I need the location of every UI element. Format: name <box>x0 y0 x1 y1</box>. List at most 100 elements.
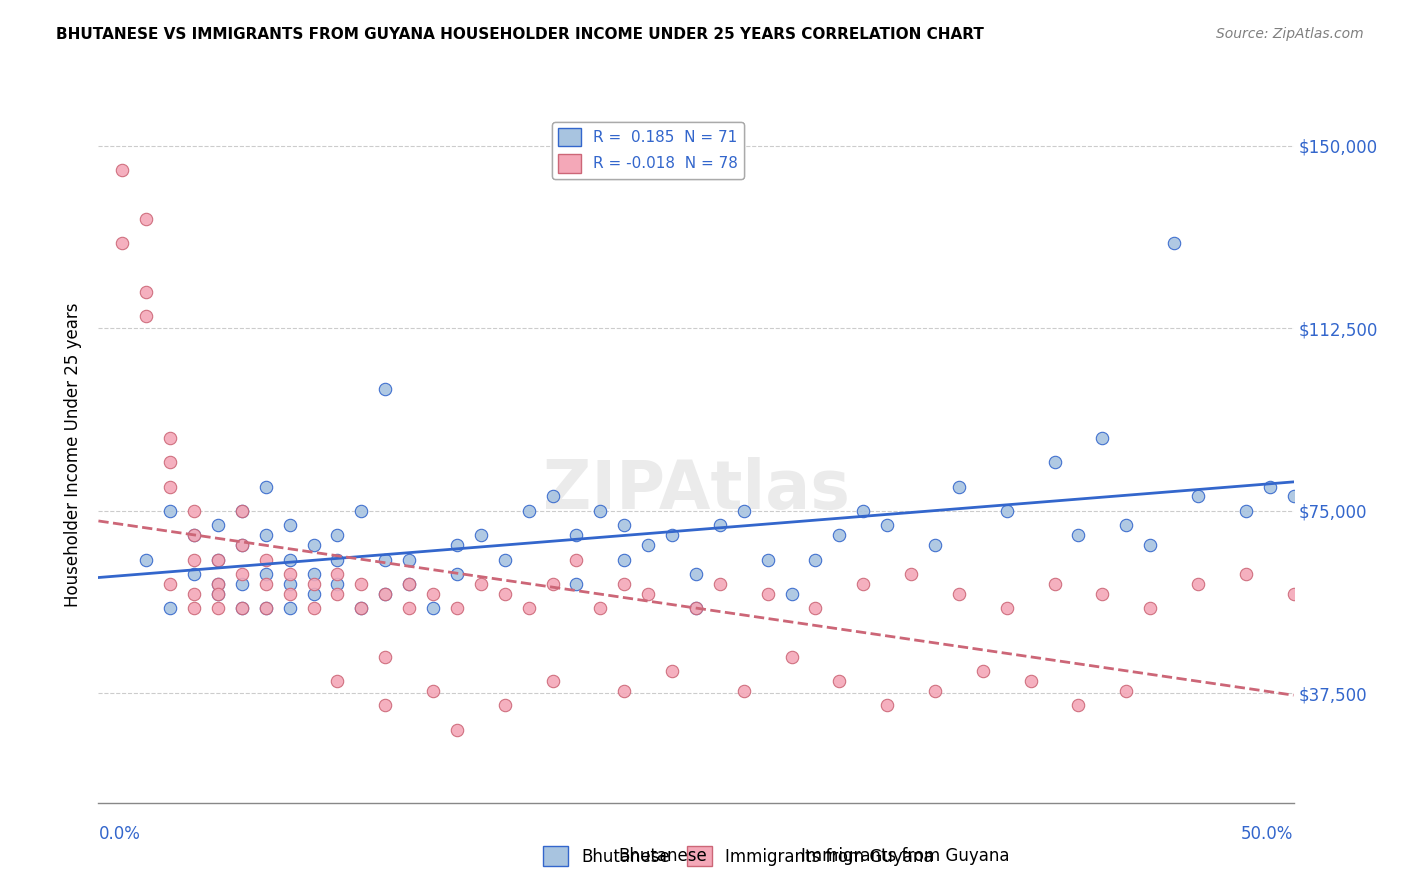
Point <box>231 601 253 615</box>
Point <box>1139 601 1161 615</box>
Point <box>446 567 468 582</box>
Point <box>541 489 564 503</box>
Point <box>637 586 659 600</box>
Point <box>207 552 229 566</box>
Point <box>111 236 134 251</box>
Point <box>876 698 898 713</box>
Point <box>995 504 1018 518</box>
Point <box>183 528 205 542</box>
Point <box>350 504 373 518</box>
Point <box>326 586 349 600</box>
Point <box>541 674 564 689</box>
Point <box>326 528 349 542</box>
Point <box>207 518 229 533</box>
Point <box>470 528 492 542</box>
Text: Source: ZipAtlas.com: Source: ZipAtlas.com <box>1216 27 1364 41</box>
Point <box>1019 674 1042 689</box>
Point <box>470 577 492 591</box>
Point <box>398 577 420 591</box>
Point <box>1139 538 1161 552</box>
Point <box>398 577 420 591</box>
Point <box>302 577 325 591</box>
Point <box>517 601 540 615</box>
Point <box>231 538 253 552</box>
Point <box>231 567 253 582</box>
Point <box>1282 586 1305 600</box>
Point <box>254 567 277 582</box>
Point <box>780 649 803 664</box>
Point <box>254 601 277 615</box>
Point <box>111 163 134 178</box>
Point <box>494 698 516 713</box>
Point <box>159 455 181 469</box>
Text: ZIPAtlas: ZIPAtlas <box>543 457 849 523</box>
Point <box>278 586 301 600</box>
Point <box>494 552 516 566</box>
Point <box>924 538 946 552</box>
Point <box>207 552 229 566</box>
Point <box>207 577 229 591</box>
Point <box>1258 479 1281 493</box>
Point <box>446 601 468 615</box>
Point <box>422 684 444 698</box>
Point <box>446 723 468 737</box>
Point <box>1234 567 1257 582</box>
Point <box>565 528 588 542</box>
Point <box>350 601 373 615</box>
Point <box>135 552 157 566</box>
Point <box>1091 586 1114 600</box>
Point <box>374 698 396 713</box>
Point <box>637 538 659 552</box>
Point <box>159 504 181 518</box>
Point <box>326 674 349 689</box>
Y-axis label: Householder Income Under 25 years: Householder Income Under 25 years <box>65 302 83 607</box>
Point <box>159 431 181 445</box>
Point <box>948 586 970 600</box>
Point <box>183 552 205 566</box>
Point <box>183 504 205 518</box>
Point <box>1234 504 1257 518</box>
Point <box>589 601 612 615</box>
Point <box>231 538 253 552</box>
Point <box>302 567 325 582</box>
Text: 50.0%: 50.0% <box>1241 825 1294 843</box>
Point <box>135 285 157 299</box>
Point <box>1282 489 1305 503</box>
Point <box>494 586 516 600</box>
Point <box>278 577 301 591</box>
Point <box>278 601 301 615</box>
Point <box>685 567 707 582</box>
Point <box>589 504 612 518</box>
Point <box>183 586 205 600</box>
Point <box>374 649 396 664</box>
Point <box>398 552 420 566</box>
Point <box>565 577 588 591</box>
Point <box>924 684 946 698</box>
Point <box>231 504 253 518</box>
Point <box>709 518 731 533</box>
Point <box>995 601 1018 615</box>
Point <box>231 601 253 615</box>
Point <box>278 552 301 566</box>
Point <box>254 528 277 542</box>
Point <box>1115 518 1137 533</box>
Point <box>374 382 396 396</box>
Point <box>852 577 875 591</box>
Point <box>828 674 851 689</box>
Point <box>661 665 683 679</box>
Point <box>1187 489 1209 503</box>
Point <box>326 567 349 582</box>
Point <box>1043 577 1066 591</box>
Point <box>1067 698 1090 713</box>
Point <box>183 528 205 542</box>
Point <box>374 586 396 600</box>
Text: Immigrants from Guyana: Immigrants from Guyana <box>801 847 1010 865</box>
Point <box>350 577 373 591</box>
Point <box>302 601 325 615</box>
Point <box>254 601 277 615</box>
Point <box>733 684 755 698</box>
Point <box>254 479 277 493</box>
Point <box>254 552 277 566</box>
Point <box>613 577 636 591</box>
Point <box>135 310 157 324</box>
